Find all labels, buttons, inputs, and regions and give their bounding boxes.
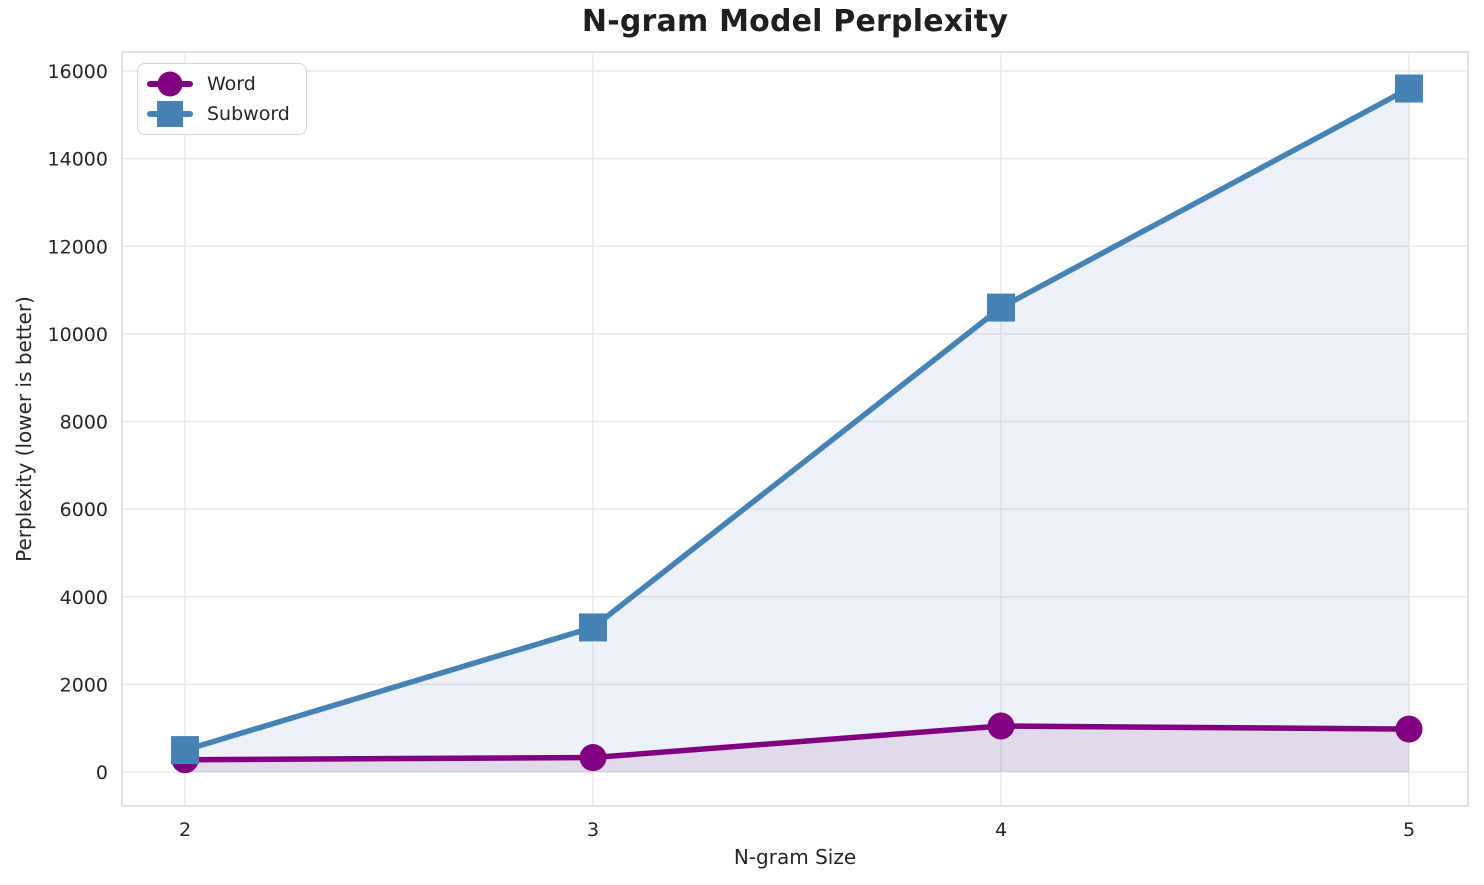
word-series-line [182, 723, 1412, 763]
word-data-point-marker [579, 744, 607, 772]
x-tick-label: 2 [179, 819, 191, 841]
plot-border [121, 51, 1469, 807]
word-data-point-marker [1395, 715, 1423, 743]
y-tick-label: 14000 [48, 149, 108, 171]
y-tick-label: 10000 [48, 324, 108, 346]
subword-data-point-marker [1395, 74, 1423, 103]
word-data-point-marker [987, 712, 1015, 740]
subword-area-fill [185, 88, 1409, 772]
x-axis-label: N-gram Size [733, 845, 857, 869]
legend-label-subword: Subword [207, 103, 290, 125]
word-circle-swatch [157, 71, 183, 97]
y-tick-label: 12000 [48, 236, 108, 258]
y-tick-label: 4000 [60, 587, 108, 609]
chart-title: N-gram Model Perplexity [581, 4, 1009, 39]
x-tick-label: 4 [995, 819, 1007, 841]
subword-square-swatch [157, 101, 183, 127]
y-tick-label: 6000 [60, 499, 108, 521]
legend: Word Subword [137, 63, 307, 135]
subword-series-line [182, 85, 1412, 753]
y-tick-label: 16000 [48, 61, 108, 83]
subword-data-point-marker [579, 613, 607, 642]
x-tick-label: 5 [1403, 819, 1415, 841]
word-circle-marker-icon [147, 70, 193, 98]
legend-item-subword: Subword [147, 99, 290, 129]
x-tick-label: 3 [587, 819, 599, 841]
y-tick-label: 0 [96, 762, 108, 784]
subword-data-point-marker [171, 736, 199, 765]
y-tick-label: 2000 [60, 674, 108, 696]
subword-square-marker-icon [147, 100, 193, 128]
subword-data-point-marker [987, 293, 1015, 322]
y-axis-label: Perplexity (lower is better) [12, 296, 36, 562]
legend-label-word: Word [207, 73, 256, 95]
legend-item-word: Word [147, 69, 290, 99]
y-tick-label: 8000 [60, 412, 108, 434]
